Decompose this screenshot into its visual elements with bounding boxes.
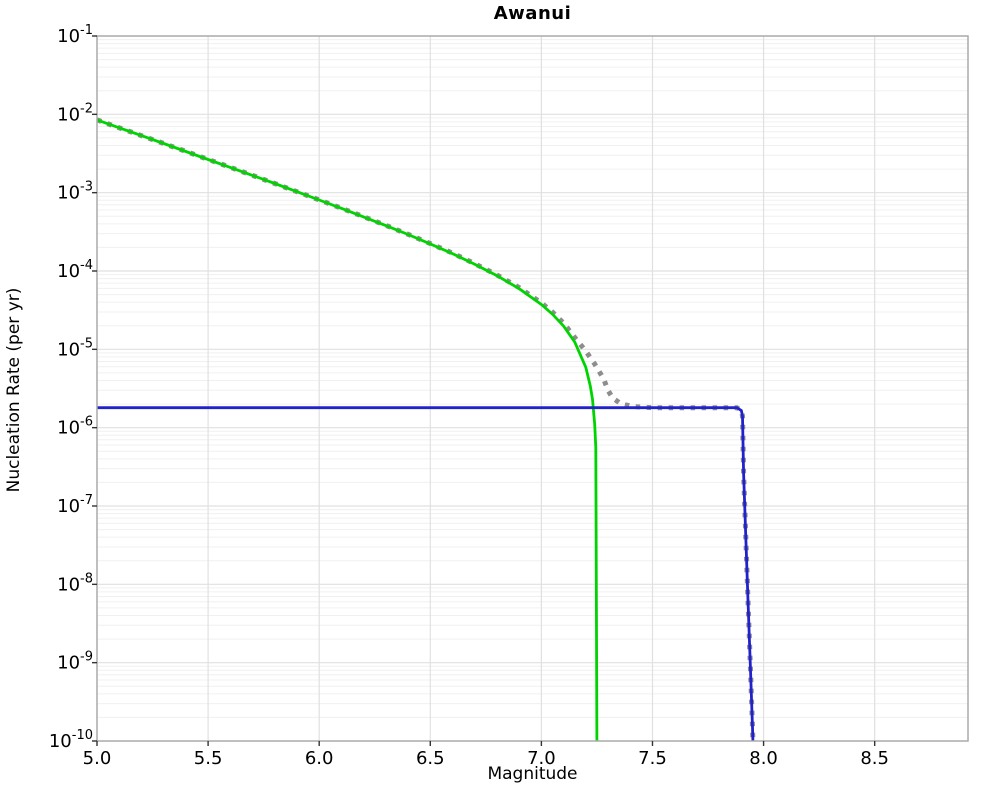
chart-title: Awanui bbox=[493, 3, 572, 24]
y-tick-label: 10-4 bbox=[57, 258, 93, 282]
x-tick-label: 8.0 bbox=[749, 748, 778, 769]
y-tick-label: 10-5 bbox=[57, 336, 93, 360]
x-tick-label: 7.0 bbox=[527, 748, 556, 769]
x-axis-label: Magnitude bbox=[487, 764, 578, 784]
series-gutenberg-richter-branch bbox=[97, 118, 599, 741]
y-tick-label: 10-3 bbox=[57, 180, 93, 204]
y-tick-label: 10-10 bbox=[49, 728, 93, 752]
y-axis-label: Nucleation Rate (per yr) bbox=[4, 287, 24, 493]
series-characteristic-branch bbox=[97, 406, 755, 741]
x-tick-label: 5.0 bbox=[83, 748, 112, 769]
y-tick-label: 10-9 bbox=[57, 650, 93, 674]
x-tick-label: 8.5 bbox=[860, 748, 889, 769]
tick-labels: 5.0 5.5 6.0 6.5 7.0 7.5 8.0 8.5 10-1 10-2 10-3 10-4… bbox=[49, 23, 889, 769]
x-tick-label: 6.5 bbox=[416, 748, 445, 769]
x-tick-label: 7.5 bbox=[638, 748, 667, 769]
x-tick-label: 6.0 bbox=[305, 748, 334, 769]
y-tick-label: 10-1 bbox=[57, 23, 93, 47]
gridlines bbox=[97, 36, 968, 741]
y-tick-label: 10-8 bbox=[57, 571, 93, 595]
axis-ticks bbox=[92, 35, 876, 746]
y-tick-label: 10-6 bbox=[57, 415, 93, 439]
y-tick-label: 10-7 bbox=[57, 493, 93, 517]
series-lines bbox=[97, 117, 756, 741]
plot-frame bbox=[96, 35, 969, 742]
series-total-rate-dotted bbox=[97, 117, 756, 741]
x-tick-label: 5.5 bbox=[194, 748, 223, 769]
y-tick-label: 10-2 bbox=[57, 101, 93, 125]
